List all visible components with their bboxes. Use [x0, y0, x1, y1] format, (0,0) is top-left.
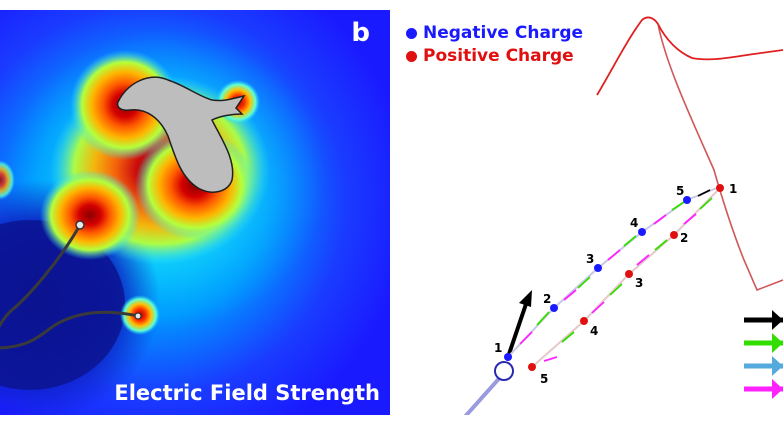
negative-dot-icon	[406, 28, 417, 39]
trajectory-diagram: 1 2 3 4 5 1 2 3 4 5	[463, 16, 783, 415]
positive-label-4: 4	[590, 324, 598, 338]
field-strength-caption: Electric Field Strength	[114, 381, 380, 405]
positive-charge-3	[625, 270, 633, 278]
legend-positive: Positive Charge	[406, 45, 583, 68]
negative-charge-4	[638, 228, 646, 236]
positive-label-1: 1	[729, 182, 737, 196]
positive-label-2: 2	[680, 231, 688, 245]
positive-charge-path	[531, 187, 721, 368]
charge-legend: Negative Charge Positive Charge	[406, 22, 583, 68]
positive-charge-2	[670, 231, 678, 239]
negative-label-1: 1	[494, 341, 502, 355]
negative-charge-5	[683, 196, 691, 204]
negative-charge-1	[504, 353, 512, 361]
obstacle-shape	[116, 76, 246, 193]
object-outline	[596, 16, 783, 96]
field-heatmap	[0, 10, 390, 415]
probe-wire-2	[0, 310, 139, 350]
legend-positive-label: Positive Charge	[423, 46, 574, 66]
positive-charge-1	[716, 184, 724, 192]
negative-charges	[504, 196, 691, 361]
object-outline-lower	[657, 23, 783, 292]
legend-negative-label: Negative Charge	[423, 23, 584, 43]
positive-charges	[528, 184, 724, 371]
positive-label-3: 3	[635, 276, 643, 290]
negative-charge-3	[594, 264, 602, 272]
panel-letter: b	[351, 18, 370, 48]
probe-wire-1	[0, 224, 82, 329]
arrow-key	[744, 310, 783, 399]
positive-charge-4	[580, 317, 588, 325]
electric-field-panel: b Electric Field Strength	[0, 10, 390, 415]
positive-label-5: 5	[540, 372, 548, 386]
negative-charge-2	[550, 304, 558, 312]
negative-label-3: 3	[586, 252, 594, 266]
negative-label-4: 4	[630, 216, 638, 230]
positive-charge-5	[528, 363, 536, 371]
legend-negative: Negative Charge	[406, 22, 583, 45]
positive-dot-icon	[406, 51, 417, 62]
probe-tip	[494, 361, 514, 381]
negative-charge-path	[507, 185, 723, 358]
negative-label-2: 2	[543, 292, 551, 306]
negative-label-5: 5	[676, 184, 684, 198]
charge-trajectory-panel: 1 2 3 4 5 1 2 3 4 5 Negative Charge	[392, 10, 783, 415]
